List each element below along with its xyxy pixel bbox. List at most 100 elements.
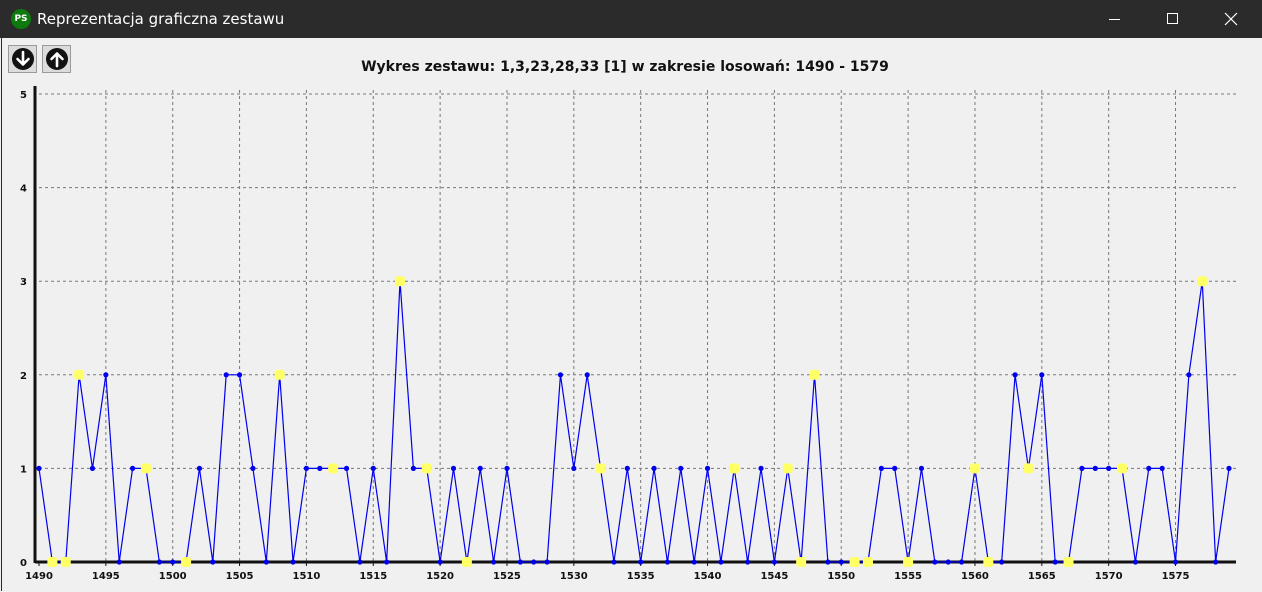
x-tick-label: 1520 <box>426 571 454 582</box>
scroll-down-button[interactable] <box>8 45 37 73</box>
data-point <box>664 559 671 565</box>
highlighted-point <box>1117 463 1128 474</box>
data-point <box>544 559 550 565</box>
highlighted-point <box>809 369 820 380</box>
x-tick-label: 1565 <box>1028 571 1056 582</box>
arrow-up-circle-icon <box>46 48 68 70</box>
scroll-up-button[interactable] <box>42 45 71 73</box>
data-point <box>1052 559 1058 565</box>
data-point <box>878 465 884 471</box>
highlighted-point <box>595 463 606 474</box>
x-tick-label: 1530 <box>560 571 588 582</box>
data-point <box>156 559 162 565</box>
data-point <box>210 559 216 565</box>
x-tick-label: 1540 <box>694 571 722 582</box>
data-point <box>290 559 296 565</box>
x-tick-label: 1490 <box>25 571 53 582</box>
x-tick-label: 1575 <box>1162 571 1190 582</box>
x-tick-label: 1515 <box>359 571 387 582</box>
data-point <box>932 559 938 565</box>
highlighted-point <box>1063 557 1074 567</box>
data-point <box>838 559 844 565</box>
x-tick-label: 1500 <box>159 571 187 582</box>
data-point <box>236 372 243 378</box>
x-tick-label: 1560 <box>961 571 989 582</box>
series-line <box>38 281 1230 563</box>
maximize-button[interactable] <box>1144 0 1202 38</box>
title-bar[interactable]: PS Reprezentacja graficzna zestawu <box>0 0 1262 38</box>
y-tick-label: 0 <box>20 558 27 569</box>
highlighted-point <box>782 463 793 474</box>
data-point <box>958 559 965 565</box>
data-point <box>1213 559 1219 565</box>
data-point <box>89 465 96 471</box>
data-point <box>317 465 323 471</box>
x-tick-label: 1535 <box>627 571 655 582</box>
data-point <box>1146 465 1152 471</box>
data-point <box>170 559 176 565</box>
data-point <box>1172 559 1179 565</box>
data-point <box>491 559 497 565</box>
minimize-icon <box>1109 19 1120 20</box>
close-button[interactable] <box>1202 0 1260 38</box>
data-point <box>437 559 443 565</box>
data-point <box>611 559 617 565</box>
data-point <box>116 559 122 565</box>
data-point <box>678 465 684 471</box>
chart-title: Wykres zestawu: 1,3,23,28,33 [1] w zakre… <box>361 59 889 75</box>
data-point <box>450 465 457 471</box>
y-tick-label: 4 <box>20 184 27 195</box>
data-point <box>357 559 363 565</box>
data-point <box>36 465 42 471</box>
data-point <box>771 559 777 565</box>
data-point <box>704 465 711 471</box>
data-point <box>370 465 376 471</box>
data-point <box>343 465 350 471</box>
close-icon <box>1224 12 1238 26</box>
data-point <box>1226 465 1232 471</box>
data-point <box>945 559 951 565</box>
highlighted-point <box>862 557 873 567</box>
data-point <box>531 559 537 565</box>
y-tick-label: 5 <box>20 90 27 101</box>
arrow-down-circle-icon <box>12 48 34 70</box>
data-point <box>1159 465 1165 471</box>
highlighted-point <box>729 463 740 474</box>
data-point <box>1106 465 1112 471</box>
data-point <box>410 465 416 471</box>
data-point <box>918 465 925 471</box>
data-point <box>223 372 229 378</box>
x-tick-label: 1570 <box>1095 571 1123 582</box>
highlighted-point <box>849 557 860 567</box>
highlighted-point <box>903 557 914 567</box>
app-icon: PS <box>11 9 31 29</box>
x-tick-label: 1505 <box>226 571 254 582</box>
highlighted-point <box>395 276 406 287</box>
data-point <box>758 465 764 471</box>
highlighted-point <box>60 557 71 567</box>
data-point <box>303 465 310 471</box>
minimize-button[interactable] <box>1086 0 1144 38</box>
data-point <box>384 559 390 565</box>
highlighted-point <box>983 557 994 567</box>
highlighted-point <box>1023 463 1034 474</box>
data-point <box>1079 465 1085 471</box>
window-title: Reprezentacja graficzna zestawu <box>37 10 285 28</box>
data-point <box>571 465 577 471</box>
data-point <box>1092 465 1098 471</box>
highlighted-point <box>47 557 58 567</box>
highlighted-point <box>461 557 472 567</box>
data-point <box>1012 372 1018 378</box>
x-tick-label: 1555 <box>894 571 922 582</box>
y-tick-label: 3 <box>20 277 27 288</box>
data-point <box>691 559 697 565</box>
data-point <box>825 559 831 565</box>
highlighted-point <box>181 557 192 567</box>
highlighted-point <box>969 463 980 474</box>
highlighted-point <box>1197 276 1208 287</box>
x-tick-label: 1550 <box>827 571 855 582</box>
data-point <box>624 465 630 471</box>
highlighted-point <box>796 557 807 567</box>
data-point <box>129 465 136 471</box>
